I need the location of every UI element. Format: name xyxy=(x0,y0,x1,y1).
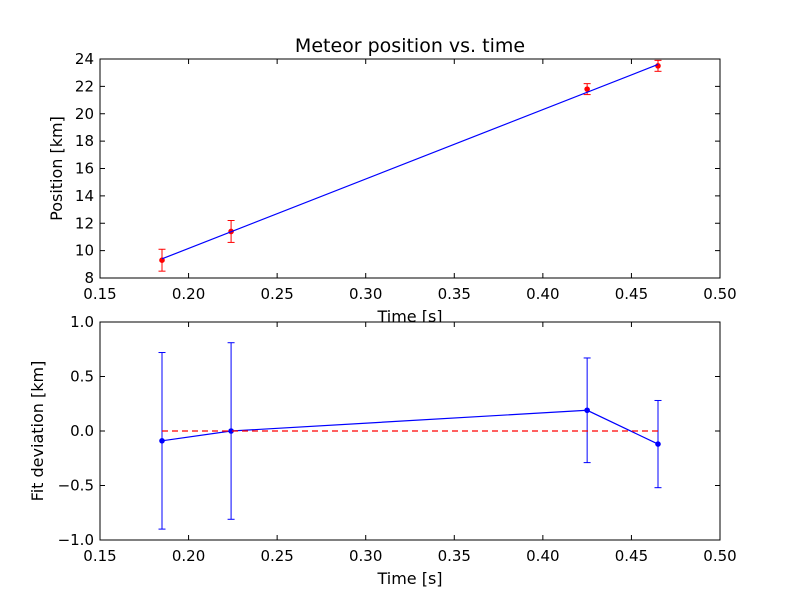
axis-ticks: 0.15 0.20 0.25 0.30 0.35 0.40 0.45 0.50 8 10 12 14 1… xyxy=(75,50,737,303)
y-tick-label: 22 xyxy=(75,77,94,95)
fit-line xyxy=(161,63,659,260)
y-tick-label: 1.0 xyxy=(70,313,94,331)
y-tick-label: 18 xyxy=(75,132,94,150)
y-tick-label: 16 xyxy=(75,160,94,178)
y-tick-label: −0.5 xyxy=(58,477,94,495)
x-tick-label: 0.50 xyxy=(703,285,736,303)
x-tick-label: 0.35 xyxy=(438,285,471,303)
x-tick-label: 0.15 xyxy=(83,547,116,565)
y-tick-label: −1.0 xyxy=(58,531,94,549)
y-tick-label: 12 xyxy=(75,214,94,232)
x-axis-label: Time [s] xyxy=(376,569,442,588)
data-point xyxy=(655,63,661,69)
y-tick-label: 14 xyxy=(75,187,94,205)
data-point xyxy=(584,407,590,414)
data-point xyxy=(159,257,165,264)
plot-frame xyxy=(99,321,721,541)
x-tick-label: 0.25 xyxy=(260,285,293,303)
data-point xyxy=(584,86,590,92)
x-tick-label: 0.45 xyxy=(615,547,648,565)
x-tick-label: 0.35 xyxy=(438,547,471,565)
x-tick-label: 0.20 xyxy=(172,285,205,303)
y-axis-label: Fit deviation [km] xyxy=(28,361,47,502)
data-layer xyxy=(158,59,662,272)
x-tick-label: 0.40 xyxy=(526,547,559,565)
x-tick-label: 0.20 xyxy=(172,547,205,565)
data-point xyxy=(655,441,661,447)
y-tick-label: 0.0 xyxy=(70,422,94,440)
x-tick-label: 0.30 xyxy=(349,285,382,303)
y-tick-label: 20 xyxy=(75,105,94,123)
y-tick-label: 8 xyxy=(84,269,94,287)
data-layer xyxy=(158,342,662,530)
x-tick-label: 0.25 xyxy=(260,547,293,565)
x-tick-label: 0.45 xyxy=(615,285,648,303)
y-axis-label: Position [km] xyxy=(47,116,66,221)
y-tick-label: 24 xyxy=(75,50,94,68)
deviation-line xyxy=(161,409,659,445)
data-point xyxy=(159,438,165,444)
plot-area xyxy=(100,59,720,278)
deviation-chart: 0.15 0.20 0.25 0.30 0.35 0.40 0.45 0.50 −1.0 −0.5… xyxy=(28,313,737,588)
y-tick-label: 10 xyxy=(75,242,94,260)
chart-title: Meteor position vs. time xyxy=(295,35,525,57)
x-tick-label: 0.15 xyxy=(83,285,116,303)
axis-ticks: 0.15 0.20 0.25 0.30 0.35 0.40 0.45 0.50 −1.0 −0.5… xyxy=(58,313,737,565)
plot-frame xyxy=(99,58,721,279)
x-axis-label: Time [s] xyxy=(376,307,442,326)
y-tick-label: 0.5 xyxy=(70,368,94,386)
x-tick-label: 0.30 xyxy=(349,547,382,565)
x-tick-label: 0.50 xyxy=(703,547,736,565)
x-tick-label: 0.40 xyxy=(526,285,559,303)
position-chart: Meteor position vs. time 0.15 0.20 0.25 0.3… xyxy=(47,35,737,326)
